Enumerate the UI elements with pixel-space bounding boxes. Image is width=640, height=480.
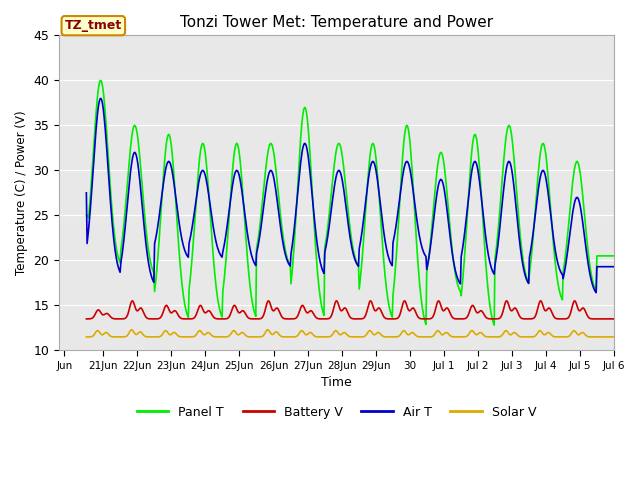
Solar V bbox=[228, 330, 236, 336]
Panel T bbox=[200, 145, 208, 151]
Y-axis label: Temperature (C) / Power (V): Temperature (C) / Power (V) bbox=[15, 110, 28, 275]
Battery V bbox=[333, 298, 340, 304]
Panel T bbox=[610, 253, 618, 259]
Battery V bbox=[228, 308, 236, 314]
Battery V bbox=[147, 316, 154, 322]
Solar V bbox=[200, 332, 207, 337]
Battery V bbox=[415, 315, 422, 321]
Solar V bbox=[92, 329, 100, 335]
Title: Tonzi Tower Met: Temperature and Power: Tonzi Tower Met: Temperature and Power bbox=[180, 15, 493, 30]
Air T bbox=[415, 228, 422, 234]
Air T bbox=[83, 190, 90, 196]
Line: Panel T: Panel T bbox=[86, 81, 614, 325]
Text: TZ_tmet: TZ_tmet bbox=[65, 19, 122, 32]
Line: Battery V: Battery V bbox=[86, 301, 614, 319]
Solar V bbox=[147, 334, 154, 340]
Air T bbox=[97, 96, 104, 101]
Battery V bbox=[92, 310, 100, 316]
Solar V bbox=[610, 334, 618, 340]
Air T bbox=[200, 170, 208, 176]
Panel T bbox=[430, 199, 438, 204]
Panel T bbox=[83, 213, 90, 218]
Battery V bbox=[200, 308, 207, 314]
Panel T bbox=[147, 261, 155, 267]
Panel T bbox=[97, 78, 104, 84]
Air T bbox=[92, 128, 100, 134]
Air T bbox=[610, 264, 618, 270]
Battery V bbox=[430, 312, 438, 317]
Solar V bbox=[415, 334, 422, 340]
X-axis label: Time: Time bbox=[321, 376, 352, 389]
Battery V bbox=[603, 316, 611, 322]
Legend: Panel T, Battery V, Air T, Solar V: Panel T, Battery V, Air T, Solar V bbox=[132, 401, 541, 424]
Solar V bbox=[430, 332, 438, 338]
Panel T bbox=[490, 322, 498, 328]
Air T bbox=[228, 183, 236, 189]
Battery V bbox=[610, 316, 618, 322]
Solar V bbox=[599, 334, 607, 340]
Air T bbox=[430, 214, 438, 219]
Air T bbox=[592, 290, 600, 296]
Panel T bbox=[415, 269, 422, 275]
Battery V bbox=[83, 316, 90, 322]
Line: Solar V: Solar V bbox=[86, 330, 614, 337]
Solar V bbox=[264, 327, 271, 333]
Panel T bbox=[228, 169, 236, 175]
Solar V bbox=[83, 334, 90, 340]
Air T bbox=[147, 272, 155, 277]
Line: Air T: Air T bbox=[86, 98, 614, 293]
Panel T bbox=[92, 112, 100, 118]
